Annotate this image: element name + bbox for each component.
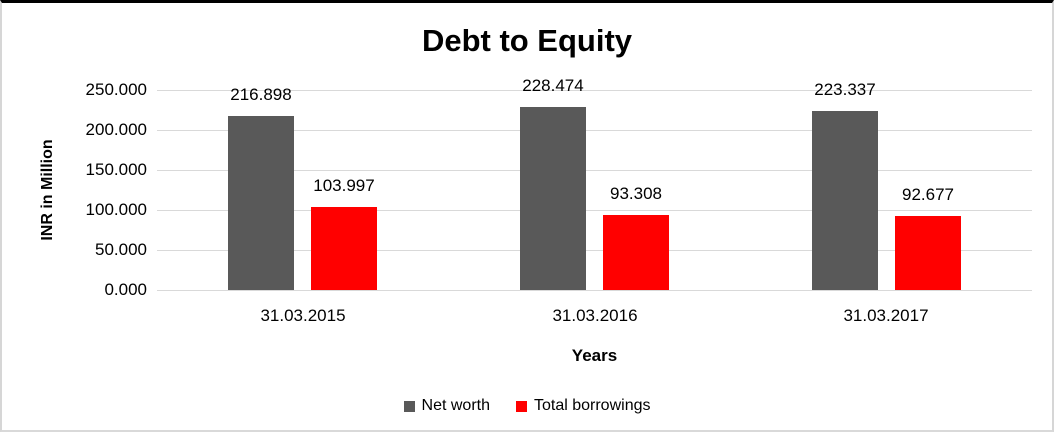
y-tick-label: 250.000 [85, 80, 147, 99]
y-tick-label: 150.000 [85, 160, 147, 179]
gridline [157, 170, 1032, 171]
gridline [157, 290, 1032, 291]
data-label-total-borrowings-31-03-2016: 93.308 [610, 184, 662, 203]
plot-area: 216.898 103.997 228.474 93.308 223.337 92.677 [157, 77, 1032, 291]
bar-total-borrowings-31-03-2016 [603, 215, 669, 290]
data-label-net-worth-31-03-2015: 216.898 [230, 85, 292, 104]
y-tick-label: 0.000 [104, 280, 147, 299]
legend-item-total-borrowings: Total borrowings [515, 397, 651, 415]
y-axis-tick-labels: 250.000 200.000 150.000 100.000 50.000 0.000 [2, 81, 147, 299]
legend-label-total-borrowings: Total borrowings [533, 397, 651, 414]
bar-net-worth-31-03-2015 [228, 116, 294, 290]
legend: Net worth Total borrowings [2, 395, 1052, 417]
bar-net-worth-31-03-2016 [520, 107, 586, 290]
category-label-31-03-2015: 31.03.2015 [260, 306, 346, 325]
y-tick-label: 50.000 [95, 240, 147, 259]
legend-label-net-worth: Net worth [421, 397, 490, 414]
data-label-net-worth-31-03-2016: 228.474 [522, 76, 584, 95]
data-label-total-borrowings-31-03-2017: 92.677 [902, 185, 954, 204]
data-label-total-borrowings-31-03-2015: 103.997 [313, 176, 375, 195]
x-axis-title: Years [571, 346, 618, 365]
bar-total-borrowings-31-03-2015 [311, 207, 377, 290]
gridline [157, 90, 1032, 91]
legend-item-net-worth: Net worth [403, 397, 490, 415]
y-tick-label: 100.000 [85, 200, 147, 219]
legend-swatch-total-borrowings [515, 400, 527, 412]
y-tick-label: 200.000 [85, 120, 147, 139]
gridline [157, 210, 1032, 211]
legend-swatch-net-worth [403, 400, 415, 412]
category-label-31-03-2016: 31.03.2016 [552, 306, 638, 325]
category-label-31-03-2017: 31.03.2017 [843, 306, 929, 325]
gridline [157, 130, 1032, 131]
data-label-net-worth-31-03-2017: 223.337 [814, 80, 876, 99]
bar-total-borrowings-31-03-2017 [895, 216, 961, 290]
bar-net-worth-31-03-2017 [812, 111, 878, 290]
chart-title: Debt to Equity [421, 23, 633, 58]
gridline [157, 250, 1032, 251]
